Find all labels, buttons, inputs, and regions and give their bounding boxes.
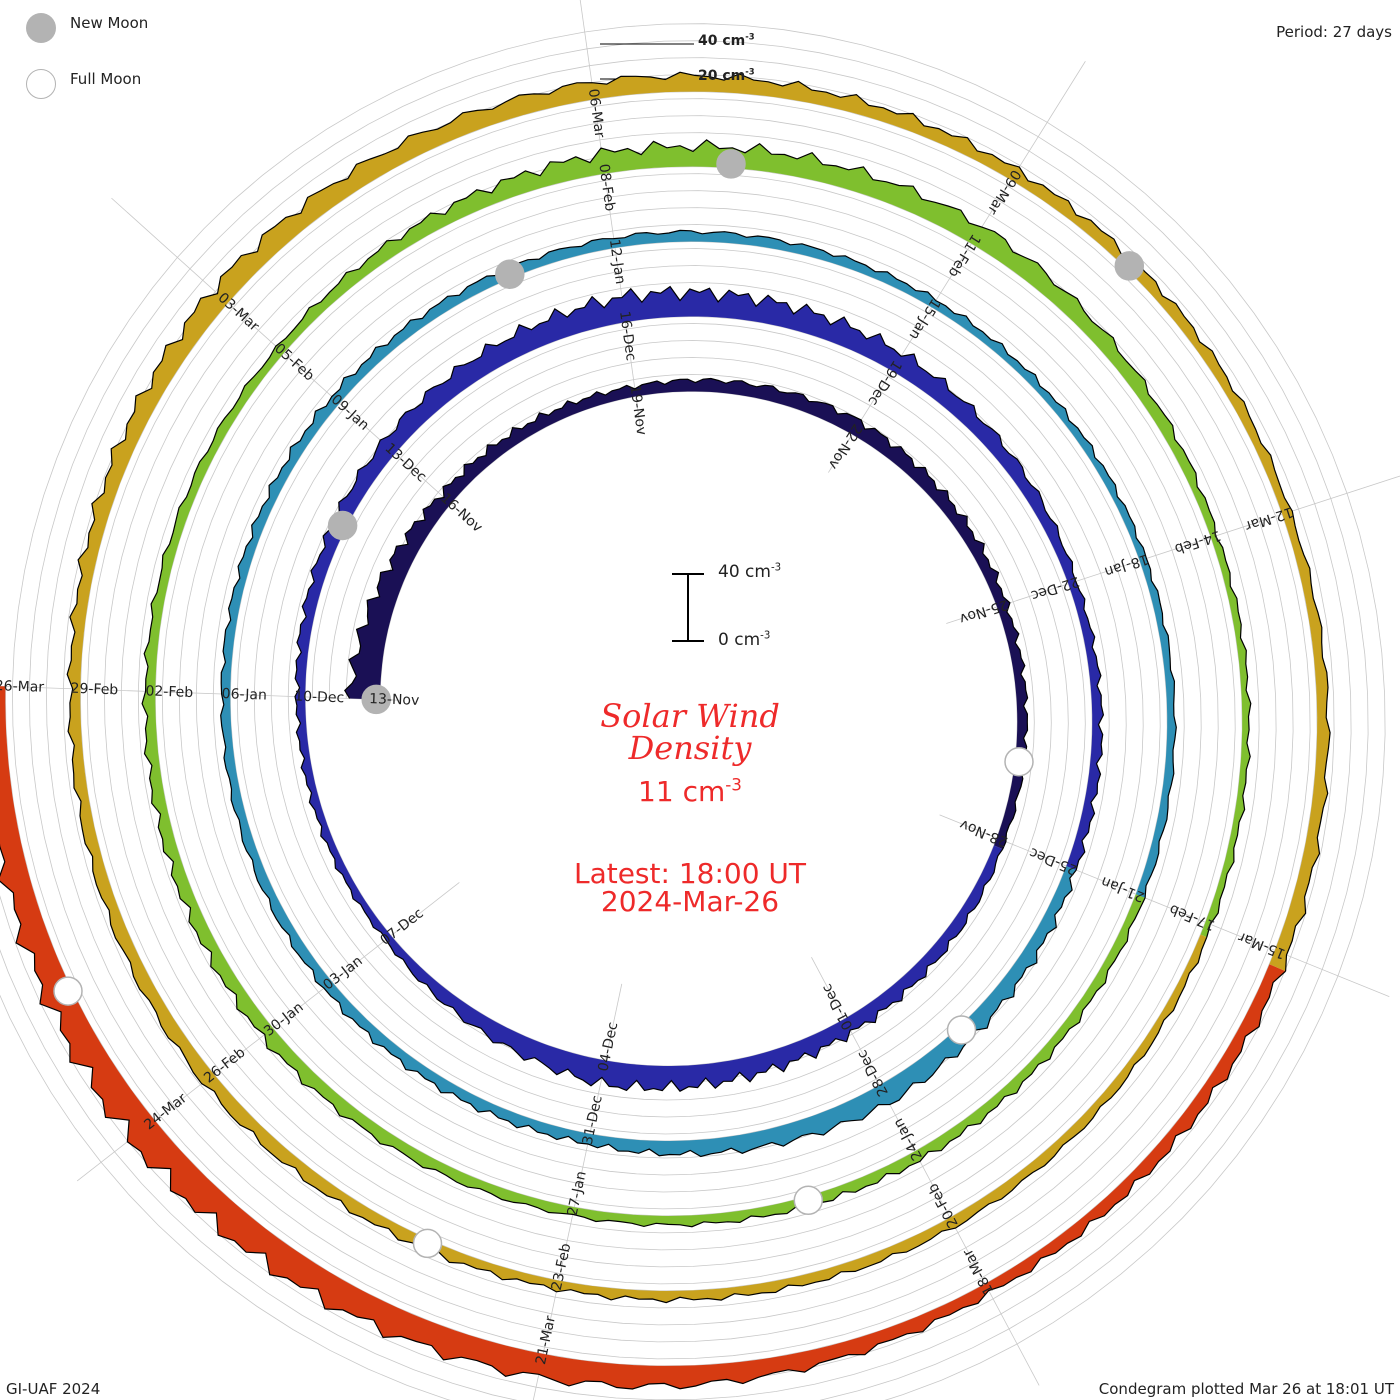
full-moon-marker bbox=[946, 1015, 977, 1045]
new-moon-marker bbox=[495, 259, 525, 289]
date-label-09-jan: 09-Jan bbox=[328, 392, 372, 434]
scale-bar-top-label: 40 cm-3 bbox=[718, 562, 782, 582]
chart-title-line2: Density bbox=[628, 729, 752, 767]
full-moon-marker bbox=[793, 1185, 824, 1216]
current-density-value: 11 cm-3 bbox=[638, 774, 742, 808]
date-label-20-feb: 20-Feb bbox=[925, 1180, 962, 1230]
new-moon-marker bbox=[1114, 251, 1145, 281]
date-label-08-feb: 08-Feb bbox=[595, 163, 617, 213]
new-moon-marker bbox=[716, 149, 746, 179]
footer-credit: GI-UAF 2024 bbox=[6, 1380, 101, 1398]
new-moon-marker bbox=[361, 684, 391, 715]
date-label-25-dec: 25-Dec bbox=[1027, 844, 1079, 878]
date-label-26-mar: 26-Mar bbox=[0, 678, 45, 696]
date-label-13-nov: 13-Nov bbox=[369, 691, 420, 709]
density-trace-segment bbox=[0, 843, 1287, 1390]
date-label-16-nov: 16-Nov bbox=[437, 490, 485, 535]
grid-spiral-4 bbox=[0, 23, 1386, 1400]
scale-bar-bottom-label: 0 cm-3 bbox=[718, 630, 771, 650]
new-moon-legend-icon bbox=[26, 13, 56, 43]
date-label-21-jan: 21-Jan bbox=[1099, 873, 1147, 905]
density-trace-segment bbox=[66, 71, 1331, 1304]
date-label-19-nov: 19-Nov bbox=[626, 384, 649, 436]
date-label-06-jan: 06-Jan bbox=[221, 686, 267, 704]
full-moon-legend-icon bbox=[26, 69, 56, 99]
date-label-26-feb: 26-Feb bbox=[201, 1045, 248, 1087]
latest-time-label: Latest: 18:00 UT bbox=[573, 857, 807, 890]
date-label-02-feb: 02-Feb bbox=[145, 683, 193, 701]
date-label-30-jan: 30-Jan bbox=[261, 999, 306, 1039]
grid-spoke-5 bbox=[939, 814, 1390, 997]
new-moon-legend-label: New Moon bbox=[70, 14, 149, 32]
chart-title-line1: Solar Wind bbox=[600, 697, 780, 735]
full-moon-marker bbox=[53, 976, 83, 1006]
date-label-06-mar: 06-Mar bbox=[585, 88, 608, 139]
outer-scale-20-label: 20 cm-3 bbox=[698, 66, 755, 84]
latest-date-label: 2024-Mar-26 bbox=[600, 885, 780, 918]
grid-spoke-1 bbox=[111, 197, 473, 523]
grid-spiral-3 bbox=[0, 40, 1369, 1400]
date-label-03-jan: 03-Jan bbox=[320, 953, 365, 993]
full-moon-legend-label: Full Moon bbox=[70, 70, 142, 88]
date-label-16-dec: 16-Dec bbox=[616, 310, 639, 362]
grid-spoke-3 bbox=[828, 61, 1086, 473]
grid-spoke-2 bbox=[579, 0, 642, 433]
date-label-01-dec: 01-Dec bbox=[819, 981, 857, 1033]
date-label-24-jan: 24-Jan bbox=[891, 1115, 926, 1162]
density-trace-segment bbox=[141, 139, 1252, 1228]
date-label-15-mar: 15-Mar bbox=[1236, 928, 1288, 961]
grid-spiral-2 bbox=[0, 57, 1352, 1400]
density-trace-segment bbox=[220, 229, 1177, 1158]
date-label-10-dec: 10-Dec bbox=[294, 689, 344, 707]
date-label-29-feb: 29-Feb bbox=[70, 681, 118, 699]
date-label-12-jan: 12-Jan bbox=[606, 238, 628, 285]
new-moon-marker bbox=[327, 510, 358, 541]
date-label-17-feb: 17-Feb bbox=[1167, 901, 1217, 934]
density-trace-segment bbox=[294, 285, 1105, 1092]
density-trace-segment bbox=[344, 377, 1029, 850]
full-moon-marker bbox=[1004, 746, 1034, 777]
density-trace-layer bbox=[0, 71, 1331, 1390]
grid-spoke-0 bbox=[0, 685, 401, 701]
grid-spoke-4 bbox=[946, 475, 1400, 624]
date-label-18-jan: 18-Jan bbox=[1102, 550, 1150, 579]
moon-marker-layer bbox=[53, 149, 1145, 1259]
full-moon-marker bbox=[412, 1228, 443, 1259]
footer-plot-time: Condegram plotted Mar 26 at 18:01 UT bbox=[1098, 1380, 1394, 1398]
period-label: Period: 27 days bbox=[1276, 23, 1392, 41]
outer-scale-40-label: 40 cm-3 bbox=[698, 31, 755, 49]
date-label-24-mar: 24-Mar bbox=[141, 1090, 190, 1133]
date-label-07-dec: 07-Dec bbox=[377, 905, 426, 948]
